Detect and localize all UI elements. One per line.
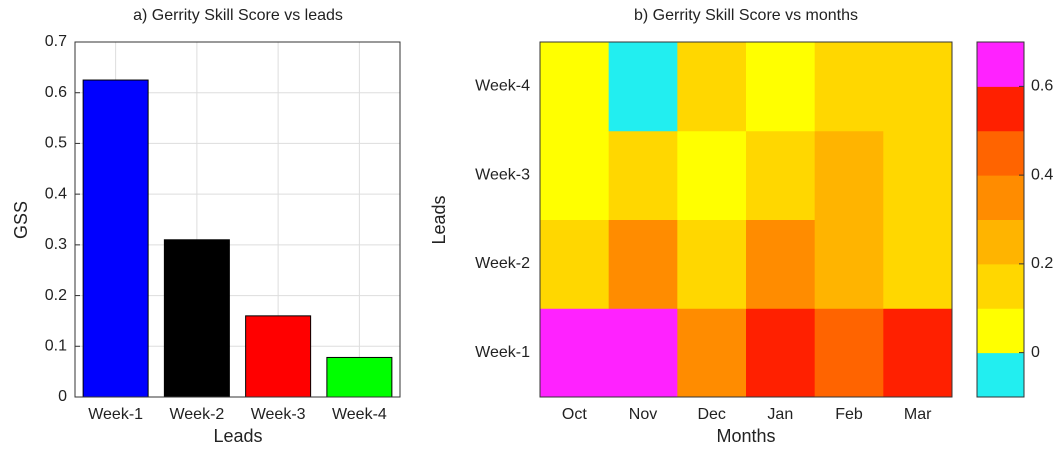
plot-frame [539, 41, 953, 398]
x-tick-label: Week-2 [169, 406, 224, 423]
heat-cell [677, 130, 747, 220]
colorbar-swatch [977, 308, 1024, 354]
heat-cell [608, 42, 678, 132]
y-tick-label: 0.1 [45, 338, 67, 355]
chart-title: b) Gerrity Skill Score vs months [634, 7, 858, 24]
y-tick-label: 0.6 [45, 84, 67, 101]
heat-cell [677, 219, 747, 309]
colorbar-swatch [977, 263, 1024, 309]
y-axis-label: Leads [429, 195, 449, 244]
y-tick-label: 0.5 [45, 135, 67, 152]
plot-frame [74, 41, 401, 398]
colorbar-swatch [977, 219, 1024, 265]
heat-cell [814, 130, 884, 220]
heat-cell [677, 308, 747, 398]
y-tick-label: 0.4 [45, 185, 67, 202]
y-tick-label: 0.7 [45, 33, 67, 50]
heat-cell [883, 130, 953, 220]
heat-cell [540, 219, 610, 309]
colorbar-swatch [977, 352, 1024, 398]
heat-cell [746, 219, 816, 309]
heat-cell [814, 219, 884, 309]
heat-cell [608, 308, 678, 398]
heat-cell [883, 308, 953, 398]
y-tick-label: Week-4 [475, 78, 530, 95]
colorbar-tick-label: 0.6 [1031, 78, 1053, 95]
heat-cell [608, 130, 678, 220]
heat-cell [746, 130, 816, 220]
x-tick-label: Jan [767, 406, 793, 423]
x-axis-label: Months [716, 426, 775, 446]
heat-cell [540, 130, 610, 220]
heat-cell [883, 42, 953, 132]
y-tick-label: 0.2 [45, 287, 67, 304]
heat-cell [746, 308, 816, 398]
x-axis-label: Leads [213, 426, 262, 446]
heat-cell [540, 308, 610, 398]
bar [163, 239, 230, 398]
bar [245, 315, 312, 398]
heat-cell [608, 219, 678, 309]
x-tick-label: Week-3 [251, 406, 306, 423]
colorbar-tick-label: 0.2 [1031, 255, 1053, 272]
bar [82, 79, 149, 398]
heat-cell [814, 42, 884, 132]
colorbar-swatch [977, 42, 1024, 87]
heat-cell [677, 42, 747, 132]
colorbar-tick-label: 0 [1031, 344, 1040, 361]
colorbar-tick-label: 0.4 [1031, 166, 1053, 183]
x-tick-label: Mar [904, 406, 932, 423]
x-tick-label: Week-1 [88, 406, 143, 423]
y-tick-label: 0 [58, 388, 67, 405]
heat-cell [540, 42, 610, 132]
x-tick-label: Nov [629, 406, 657, 423]
y-tick-label: Week-1 [475, 344, 530, 361]
y-tick-label: Week-3 [475, 166, 530, 183]
heat-cell [883, 219, 953, 309]
y-tick-label: Week-2 [475, 255, 530, 272]
chart-title: a) Gerrity Skill Score vs leads [133, 7, 343, 24]
y-axis-label: GSS [11, 201, 31, 239]
bar [326, 356, 393, 398]
heat-cell [746, 42, 816, 132]
x-tick-label: Feb [835, 406, 863, 423]
colorbar-swatch [977, 175, 1024, 220]
heat-cell [814, 308, 884, 398]
colorbar-frame [976, 41, 1025, 398]
x-tick-label: Dec [697, 406, 725, 423]
colorbar-swatch [977, 130, 1024, 176]
x-tick-label: Oct [562, 406, 587, 423]
x-tick-label: Week-4 [332, 406, 387, 423]
colorbar-swatch [977, 86, 1024, 132]
y-tick-label: 0.3 [45, 236, 67, 253]
